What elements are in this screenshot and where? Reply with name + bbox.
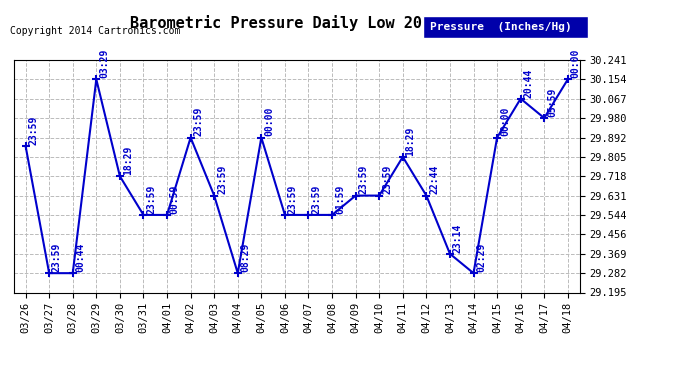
Text: 18:29: 18:29 xyxy=(123,146,132,175)
Text: Copyright 2014 Cartronics.com: Copyright 2014 Cartronics.com xyxy=(10,26,181,36)
Text: 00:00: 00:00 xyxy=(500,107,510,136)
Text: 20:44: 20:44 xyxy=(524,68,533,98)
Text: 23:59: 23:59 xyxy=(382,165,392,195)
Text: 23:59: 23:59 xyxy=(217,165,227,195)
Text: 03:29: 03:29 xyxy=(99,49,109,78)
Text: 23:14: 23:14 xyxy=(453,224,463,253)
Text: Pressure  (Inches/Hg): Pressure (Inches/Hg) xyxy=(430,22,571,32)
Text: 08:29: 08:29 xyxy=(241,243,250,272)
Text: 18:29: 18:29 xyxy=(406,126,415,156)
Text: 00:44: 00:44 xyxy=(76,243,86,272)
Text: 00:00: 00:00 xyxy=(571,49,581,78)
Text: 23:59: 23:59 xyxy=(288,184,298,214)
Text: 22:44: 22:44 xyxy=(429,165,440,195)
Text: 23:59: 23:59 xyxy=(146,184,157,214)
Text: 00:00: 00:00 xyxy=(264,107,274,136)
Text: 23:59: 23:59 xyxy=(52,243,62,272)
Text: 02:29: 02:29 xyxy=(476,243,486,272)
Text: 23:59: 23:59 xyxy=(193,107,204,136)
Text: 05:59: 05:59 xyxy=(547,87,557,117)
Text: Barometric Pressure Daily Low 20140419: Barometric Pressure Daily Low 20140419 xyxy=(130,15,477,31)
Text: 23:59: 23:59 xyxy=(28,116,39,145)
Text: 01:59: 01:59 xyxy=(335,184,345,214)
Text: 23:59: 23:59 xyxy=(359,165,368,195)
Text: 23:59: 23:59 xyxy=(311,184,322,214)
Text: 00:59: 00:59 xyxy=(170,184,180,214)
